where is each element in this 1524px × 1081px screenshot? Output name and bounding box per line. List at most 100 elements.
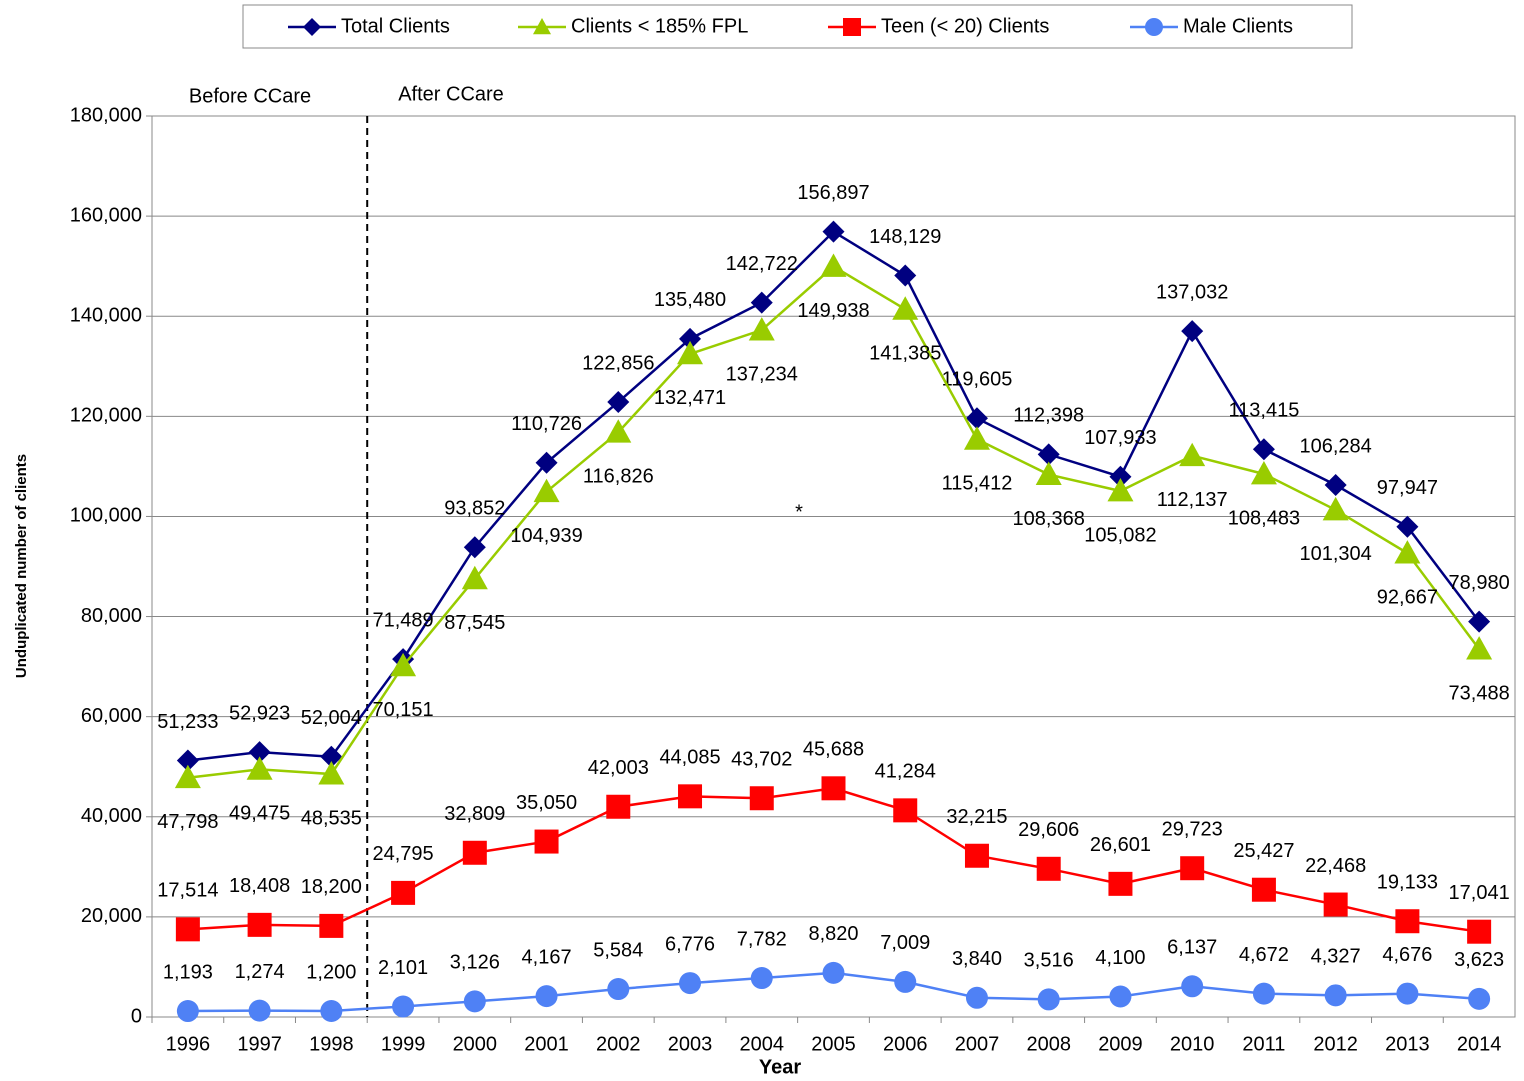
marker: [893, 798, 918, 823]
data-label: 115,412: [942, 473, 1013, 495]
marker: [1395, 909, 1420, 934]
data-label: 32,215: [946, 806, 1007, 828]
marker: [1180, 856, 1205, 881]
data-label: 92,667: [1377, 586, 1438, 608]
data-label: 29,606: [1018, 819, 1079, 841]
marker: [892, 296, 919, 320]
data-label: 1,193: [163, 961, 213, 983]
data-label: 42,003: [588, 757, 649, 779]
marker: [1252, 438, 1275, 461]
marker: [1396, 515, 1419, 538]
data-label: 24,795: [372, 843, 433, 865]
data-label: 119,605: [942, 369, 1013, 391]
marker: [247, 912, 272, 937]
marker: [963, 426, 990, 450]
marker: [176, 749, 199, 772]
y-tick-label: 60,000: [81, 705, 142, 727]
x-tick-label: 2012: [1313, 1033, 1358, 1055]
legend-marker: [533, 18, 551, 35]
marker: [462, 840, 487, 865]
annotation: *: [795, 501, 803, 523]
data-label: 113,415: [1229, 400, 1300, 422]
marker: [750, 967, 773, 990]
y-tick-label: 140,000: [70, 305, 142, 327]
data-label: 116,826: [583, 466, 654, 488]
x-tick-label: 2001: [524, 1033, 569, 1055]
y-tick-label: 160,000: [70, 204, 142, 226]
y-tick-label: 0: [131, 1005, 142, 1027]
data-label: 52,923: [229, 702, 290, 724]
marker: [174, 764, 201, 789]
data-label: 32,809: [444, 803, 505, 825]
data-label: 4,100: [1095, 947, 1145, 969]
marker: [534, 829, 559, 854]
data-label: 137,032: [1156, 281, 1228, 303]
marker: [390, 652, 417, 677]
marker: [320, 999, 343, 1022]
data-label: 7,782: [737, 928, 787, 950]
x-tick-label: 2007: [955, 1033, 1000, 1055]
data-label: 4,167: [522, 946, 572, 968]
data-label: 112,398: [1013, 405, 1084, 427]
x-tick-label: 1999: [381, 1033, 426, 1055]
data-label: 47,798: [157, 811, 218, 833]
data-label: 110,726: [511, 413, 582, 435]
marker: [248, 999, 271, 1022]
marker: [821, 776, 846, 801]
marker: [1179, 442, 1206, 467]
marker: [1108, 871, 1133, 896]
data-label: 148,129: [869, 226, 941, 248]
data-label: 132,471: [654, 387, 726, 409]
data-label: 4,672: [1239, 944, 1289, 966]
marker: [535, 985, 558, 1008]
marker: [248, 741, 271, 764]
x-axis-title: Year: [759, 1056, 801, 1078]
x-tick-label: 2006: [883, 1033, 928, 1055]
y-tick-label: 120,000: [70, 405, 142, 427]
y-tick-label: 180,000: [70, 104, 142, 126]
data-label: 5,584: [593, 939, 643, 961]
data-label: 1,200: [306, 961, 356, 983]
marker: [820, 253, 847, 277]
marker: [894, 970, 917, 993]
marker: [535, 451, 558, 474]
data-label: 107,933: [1084, 427, 1156, 449]
legend-label: Male Clients: [1183, 15, 1293, 37]
data-label: 19,133: [1377, 872, 1438, 894]
x-tick-label: 2005: [811, 1033, 856, 1055]
marker: [1036, 856, 1061, 881]
marker: [678, 784, 703, 809]
marker: [1322, 496, 1349, 521]
data-label: 48,535: [301, 807, 362, 829]
data-label: 1,274: [235, 961, 285, 983]
marker: [392, 995, 415, 1018]
marker: [1324, 984, 1347, 1007]
x-tick-label: 1998: [309, 1033, 354, 1055]
x-tick-label: 2003: [668, 1033, 713, 1055]
marker: [677, 340, 704, 365]
data-label: 44,085: [659, 747, 720, 769]
marker: [750, 291, 773, 314]
data-label: 29,723: [1162, 819, 1223, 841]
data-label: 108,368: [1013, 508, 1085, 530]
data-label: 142,722: [726, 253, 798, 275]
data-label: 141,385: [869, 343, 941, 365]
legend-label: Teen (< 20) Clients: [881, 15, 1049, 37]
data-label: 3,126: [450, 952, 500, 974]
data-label: 22,468: [1305, 855, 1366, 877]
marker: [607, 391, 630, 414]
marker: [965, 986, 988, 1009]
marker: [533, 478, 560, 503]
marker: [606, 794, 631, 819]
data-label: 17,041: [1449, 882, 1510, 904]
annotation: After CCare: [398, 83, 504, 105]
data-label: 4,676: [1382, 944, 1432, 966]
data-label: 3,516: [1024, 950, 1074, 972]
data-label: 6,776: [665, 933, 715, 955]
data-label: 93,852: [444, 497, 505, 519]
x-tick-label: 1997: [237, 1033, 282, 1055]
marker: [749, 786, 774, 811]
x-tick-label: 2013: [1385, 1033, 1430, 1055]
